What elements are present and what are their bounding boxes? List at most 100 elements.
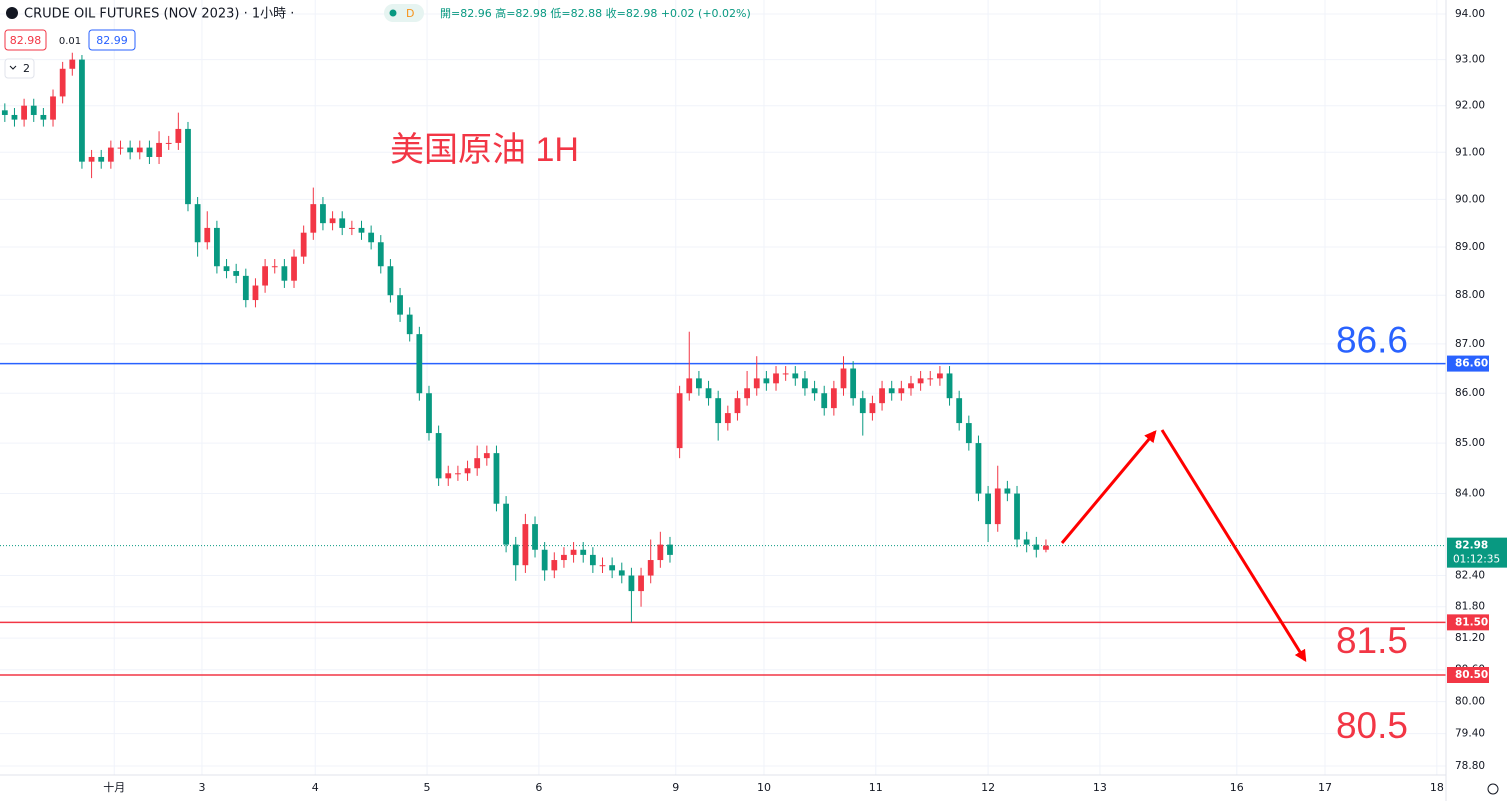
candle-body (242, 275, 249, 301)
candle-body (638, 575, 644, 592)
x-tick-label: 17 (1318, 781, 1332, 794)
candle-body (252, 285, 259, 301)
candle-body (339, 218, 346, 228)
x-tick-label: 10 (757, 781, 771, 794)
candle-body (753, 378, 760, 389)
y-tick-label: 80.00 (1455, 696, 1485, 708)
candle-body (599, 565, 606, 567)
candle-body (541, 549, 548, 571)
x-tick-label: 13 (1093, 781, 1107, 794)
candle-body (474, 458, 481, 469)
indicator-count: 2 (23, 62, 30, 75)
settings-icon[interactable] (1487, 783, 1499, 795)
session-chip[interactable] (384, 4, 424, 22)
y-tick-label: 82.40 (1455, 570, 1485, 582)
candle-body (734, 398, 741, 414)
candle-body (146, 147, 153, 157)
candle-body (358, 227, 365, 233)
candle-body (1014, 493, 1020, 540)
candle-body (445, 473, 452, 479)
level-badge (1447, 666, 1489, 683)
candle-body (271, 266, 278, 268)
y-tick-label: 86.00 (1455, 387, 1485, 399)
x-tick-label: 11 (869, 781, 883, 794)
y-tick-label: 81.80 (1455, 601, 1485, 613)
candle-body (512, 544, 519, 566)
candle-body (946, 373, 953, 399)
x-tick-label: 十月 (103, 780, 125, 794)
last-price-badge (1447, 537, 1507, 568)
candle-body (88, 156, 95, 162)
candle-body (107, 147, 114, 162)
forecast-arrow-down (1160, 429, 1307, 663)
axes: 94.00 93.00 92.00 91.00 90.00 89.00 88.00 87.00… (103, 8, 1507, 794)
candle-body (165, 142, 172, 144)
candle-body (715, 398, 722, 424)
candle-body (1023, 539, 1030, 545)
y-tick-label: 78.80 (1455, 760, 1485, 772)
x-tick-label: 16 (1230, 781, 1244, 794)
candle-body (320, 204, 326, 224)
candle-body (705, 388, 712, 399)
candle-body (888, 388, 895, 394)
y-tick-label: 79.40 (1455, 728, 1485, 740)
candle-body (455, 473, 461, 475)
candle-body (522, 524, 529, 566)
bid: 82.98 (10, 34, 42, 47)
candle-body (204, 227, 211, 243)
level-label: 80.5 (1336, 705, 1408, 746)
indicator-toggle[interactable] (4, 58, 35, 79)
candle-body (281, 266, 288, 281)
candle-body (464, 468, 471, 474)
levels (0, 362, 1446, 676)
candles (1, 52, 1049, 623)
countdown: 01:12:35 (1453, 554, 1500, 566)
candle-body (657, 544, 664, 561)
grid (0, 0, 1446, 775)
candle-body (50, 96, 56, 120)
candle-body (69, 59, 76, 69)
level-axis-label: 86.60 (1455, 358, 1488, 370)
y-tick-label: 91.00 (1455, 146, 1485, 158)
candle-body (40, 114, 47, 120)
candle-body (127, 147, 134, 153)
candle-body (927, 378, 934, 380)
candle-body (426, 393, 432, 434)
level-axis-label: 81.50 (1455, 616, 1488, 628)
candle-body (609, 565, 616, 571)
candle-body (1033, 544, 1040, 550)
candle-body (956, 398, 963, 424)
candle-body (1043, 545, 1049, 550)
symbol-logo (6, 7, 18, 19)
candle-body (782, 373, 789, 375)
x-tick-label: 4 (312, 781, 319, 794)
y-tick-label: 85.00 (1455, 437, 1485, 449)
level-badge (1447, 355, 1489, 372)
candle-body (869, 403, 876, 414)
session-badge: D (406, 7, 414, 20)
candle-body (618, 570, 625, 576)
candle-body (667, 544, 673, 555)
candle-body (1004, 488, 1011, 494)
level-label: 86.6 (1336, 319, 1408, 360)
chevron (9, 65, 17, 70)
buy-box[interactable] (88, 29, 136, 51)
x-tick-label: 9 (672, 781, 679, 794)
candle-body (763, 378, 770, 384)
spread: 0.01 (59, 36, 81, 47)
candle-body (397, 295, 403, 315)
forecast-arrow-up (1060, 430, 1157, 544)
candle-body (850, 368, 857, 399)
candle-body (223, 266, 230, 272)
level-badge (1447, 614, 1489, 631)
sell-box[interactable] (4, 29, 47, 51)
level-axis-label: 80.50 (1455, 669, 1488, 681)
candle-body (348, 227, 355, 229)
candle-body (329, 218, 336, 224)
candle-body (551, 560, 558, 571)
candle-body (406, 314, 413, 335)
candle-body (214, 227, 220, 267)
candle-body (628, 575, 635, 592)
